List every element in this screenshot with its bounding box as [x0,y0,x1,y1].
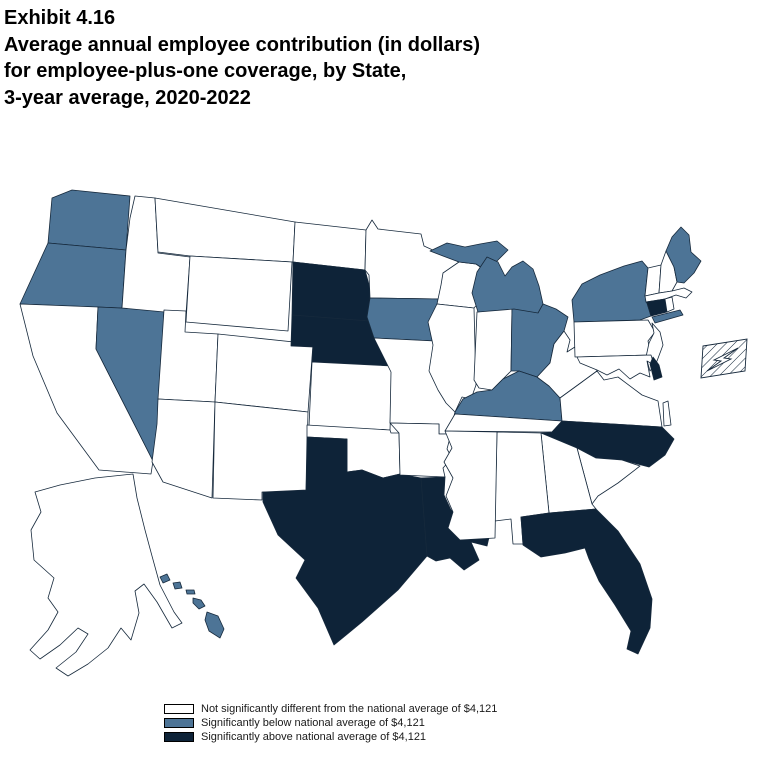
state-hi-island-4 [192,597,206,610]
state-ks [308,361,393,431]
state-tn [444,413,563,433]
exhibit-number: Exhibit 4.16 [4,7,116,29]
state-hi-island-2 [172,581,183,590]
title-line-3: 3-year average, 2020-2022 [4,86,251,109]
state-me [665,226,702,284]
legend-item-above: Significantly above national average of … [164,731,497,743]
legend-label-above: Significantly above national average of … [201,731,427,743]
state-hi-island-5 [204,611,225,639]
state-nd [292,221,367,271]
state-or [19,242,127,309]
legend-label-not-different: Not significantly different from the nat… [201,703,498,715]
state-va-eastern-shore [662,400,672,427]
state-sd [291,261,372,322]
exhibit-title: Exhibit 4.16 Average annual employee con… [4,5,480,111]
legend-swatch-not-different [164,704,194,714]
state-fl [520,508,653,655]
state-ak [29,473,183,677]
legend: Not significantly different from the nat… [164,703,497,743]
state-ri [664,296,675,313]
state-de [649,356,663,381]
state-az [151,398,216,499]
title-line-2: for employee-plus-one coverage, by State… [4,60,407,82]
legend-swatch-above [164,732,194,742]
state-ms [443,430,498,541]
state-ny-long-island [651,309,684,324]
state-hi-island-3 [185,589,196,595]
legend-label-below: Significantly below national average of … [201,717,425,729]
dc-inset-arrow-icon [706,347,739,372]
state-ct [645,298,668,317]
state-tx [262,436,428,646]
state-nm [212,401,309,501]
state-mi-lower-peninsula [471,256,544,314]
state-ny [571,260,652,323]
legend-item-not-different: Not significantly different from the nat… [164,703,497,715]
state-hi-island-1 [159,573,171,584]
title-line-1: Average annual employee contribution (in… [4,33,481,56]
legend-swatch-below [164,718,194,728]
state-wa [47,189,131,251]
state-wy [185,255,293,332]
legend-item-below: Significantly below national average of … [164,717,497,729]
state-mt [154,197,296,263]
state-pa [573,319,656,358]
state-sc [576,447,641,505]
